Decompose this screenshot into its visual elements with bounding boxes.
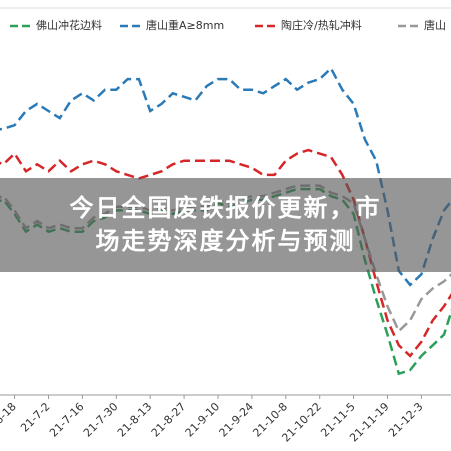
overlay-title: 今日全国废铁报价更新，市场走势深度分析与预测 xyxy=(69,194,382,255)
x-tick-label: 21-7-16 xyxy=(47,400,87,440)
x-tick-label: 21-8-13 xyxy=(115,400,155,440)
x-tick-label: 21-8-27 xyxy=(149,400,189,440)
legend-label: 陶庄冷/热轧冲料 xyxy=(281,18,362,32)
overlay-banner: 今日全国废铁报价更新，市场走势深度分析与预测 xyxy=(0,178,451,272)
legend-label: 唐山 xyxy=(424,18,446,32)
x-tick-label: 21-9-24 xyxy=(217,400,257,440)
legend-label: 唐山重A≥8mm xyxy=(146,18,224,32)
x-tick-label: 21-7-30 xyxy=(81,400,121,440)
series-line xyxy=(0,148,451,358)
x-tick-label: 21-9-10 xyxy=(183,400,223,440)
x-tick-label: 21-12-3 xyxy=(386,400,426,440)
series-line xyxy=(0,66,451,287)
legend-label: 佛山冲花边料 xyxy=(36,18,102,32)
x-tick-label: 21-6-18 xyxy=(0,400,19,440)
